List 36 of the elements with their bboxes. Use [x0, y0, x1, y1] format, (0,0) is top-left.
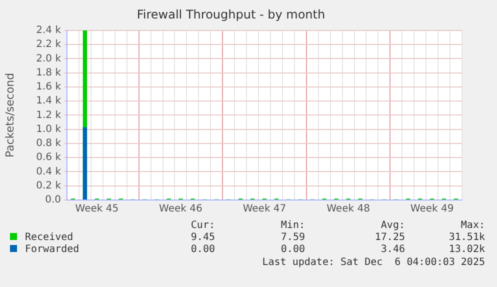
- y-tick-label: 1.6 k: [36, 82, 62, 93]
- y-tick-label: 0.4 k: [36, 166, 62, 178]
- x-tick-label: Week 48: [326, 204, 370, 215]
- text: 9.45: [190, 232, 215, 244]
- y-tick-label: 1.4 k: [36, 96, 62, 107]
- bar: [82, 127, 88, 200]
- y-tick-label: 2.4 k: [36, 24, 62, 36]
- y-tick-label: 0.0: [45, 194, 61, 206]
- x-tick-label: Week 47: [242, 204, 286, 215]
- y-tick-label: 2.2 k: [36, 39, 62, 50]
- y-tick-label: 0.2 k: [36, 180, 62, 192]
- y-tick-label: 0.8 k: [36, 138, 62, 150]
- text: 31.51k: [448, 232, 485, 244]
- x-tick-label: Week 46: [159, 204, 202, 215]
- text: Last update: Sat Dec 6 04:00:03 2025: [262, 257, 485, 269]
- text: 17.25: [374, 232, 405, 244]
- text: Cur:: [190, 220, 215, 232]
- text: Max:: [460, 220, 485, 232]
- y-tick-label: 1.0 k: [36, 124, 62, 135]
- y-axis-title: Packets/second: [3, 72, 16, 158]
- x-tick-label: Week 49: [410, 204, 454, 215]
- y-tick-label: 1.8 k: [36, 67, 62, 78]
- y-tick-label: 1.2 k: [36, 110, 62, 121]
- y-tick-label: 2.0 k: [36, 53, 62, 64]
- text: Avg:: [380, 220, 405, 232]
- y-tick-label: 0.6 k: [36, 152, 62, 164]
- text: 7.59: [280, 232, 305, 244]
- legend-label: Forwarded: [24, 244, 80, 256]
- text: 0.00: [280, 244, 305, 256]
- text: 13.02k: [448, 244, 485, 256]
- chart-title: Firewall Throughput - by month: [136, 7, 326, 22]
- text: 0.00: [190, 244, 215, 256]
- text: 3.46: [380, 244, 405, 256]
- legend-label: Received: [24, 232, 74, 244]
- text: Min:: [280, 220, 305, 232]
- x-tick-label: Week 45: [75, 204, 119, 215]
